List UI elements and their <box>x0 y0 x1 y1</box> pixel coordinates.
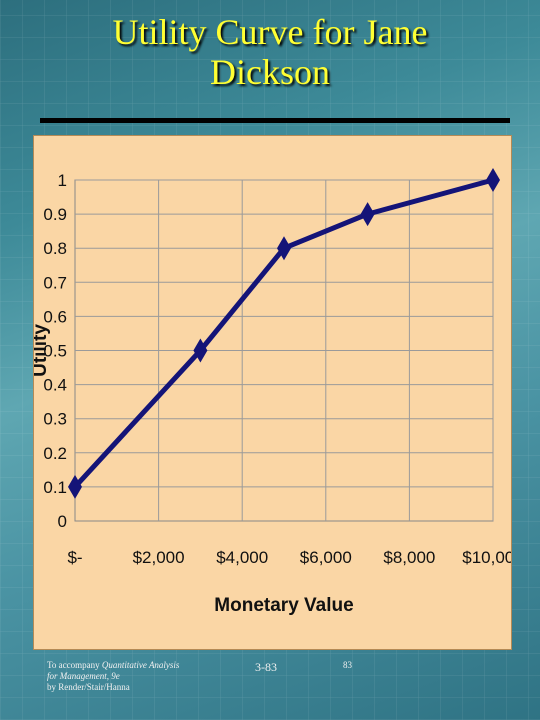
utility-chart: 0 0.1 0.2 0.3 0.4 0.5 0.6 0.7 0.8 0.9 1 $- $2,000 $4,… <box>34 168 511 616</box>
title-line-1: Utility Curve for Jane <box>112 12 428 52</box>
x-tick-label: $- <box>67 548 82 567</box>
footer-line1-prefix: To accompany <box>47 660 102 670</box>
footer-line3: by Render/Stair/Hanna <box>47 682 130 692</box>
y-tick-label: 0.3 <box>43 410 67 429</box>
slide-title: Utility Curve for Jane Dickson <box>0 12 540 92</box>
title-divider <box>40 118 510 123</box>
data-point-marker <box>277 236 291 261</box>
y-tick-label: 0 <box>58 512 67 531</box>
y-tick-label: 0.5 <box>43 342 67 361</box>
y-tick-label: 0.6 <box>43 307 67 326</box>
footer-credit: To accompany Quantitative Analysis for M… <box>47 660 217 693</box>
slide-code: 3-83 <box>255 660 277 674</box>
data-point-marker <box>193 338 208 363</box>
data-point-marker <box>360 202 375 227</box>
data-point-marker <box>486 168 500 192</box>
y-tick-label: 0.4 <box>43 376 67 395</box>
footer-line1-italic: Quantitative Analysis <box>101 660 180 670</box>
x-tick-label: $2,000 <box>133 548 185 567</box>
y-tick-label: 0.7 <box>43 273 67 292</box>
x-axis-label: Monetary Value <box>214 595 353 616</box>
page-number: 83 <box>343 660 352 670</box>
y-tick-label: 0.9 <box>43 205 67 224</box>
x-tick-label: $10,000 <box>462 548 511 567</box>
chart-area: 0 0.1 0.2 0.3 0.4 0.5 0.6 0.7 0.8 0.9 1 $- $2,000 $4,… <box>33 135 512 650</box>
data-point-marker <box>68 474 82 499</box>
x-tick-label: $4,000 <box>216 548 268 567</box>
x-tick-label: $6,000 <box>300 548 352 567</box>
x-tick-label: $8,000 <box>383 548 435 567</box>
y-tick-label: 1 <box>58 171 67 190</box>
y-tick-label: 0.1 <box>43 478 67 497</box>
y-tick-label: 0.2 <box>43 444 67 463</box>
footer-line2: for Management, 9e <box>47 671 120 681</box>
title-line-2: Dickson <box>210 52 330 92</box>
y-tick-label: 0.8 <box>43 239 67 258</box>
y-axis-label: Utility <box>34 324 51 377</box>
